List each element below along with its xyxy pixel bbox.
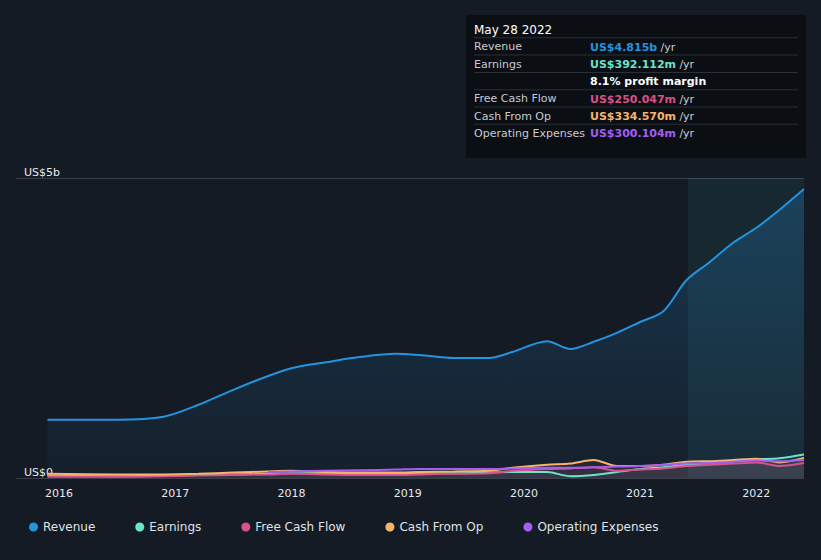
svg-text:2016: 2016 [45,487,73,500]
svg-text:2017: 2017 [161,487,189,500]
svg-text:2021: 2021 [626,487,654,500]
svg-text:US$4.815b: US$4.815b [590,41,657,54]
svg-text:US$250.047m: US$250.047m [590,93,676,106]
svg-text:Operating Expenses: Operating Expenses [474,127,585,140]
svg-text:Earnings: Earnings [474,58,522,71]
svg-text:/yr: /yr [679,127,694,140]
svg-text:US$0: US$0 [24,466,53,479]
svg-text:2018: 2018 [277,487,305,500]
svg-text:US$334.570m: US$334.570m [590,110,676,123]
svg-text:/yr: /yr [661,41,676,54]
svg-text:Operating Expenses: Operating Expenses [537,520,658,534]
svg-text:Free Cash Flow: Free Cash Flow [474,92,557,105]
svg-text:2019: 2019 [394,487,422,500]
svg-text:/yr: /yr [679,110,694,123]
svg-text:2020: 2020 [510,487,538,500]
svg-text:Cash From Op: Cash From Op [399,520,483,534]
svg-text:US$5b: US$5b [24,166,60,179]
svg-text:Free Cash Flow: Free Cash Flow [255,520,345,534]
svg-text:Revenue: Revenue [43,520,95,534]
svg-text:/yr: /yr [679,58,694,71]
svg-text:US$392.112m: US$392.112m [590,58,676,71]
svg-text:Cash From Op: Cash From Op [474,110,551,123]
svg-text:Revenue: Revenue [474,40,522,53]
svg-text:May 28 2022: May 28 2022 [474,23,552,37]
svg-text:2022: 2022 [742,487,770,500]
svg-text:8.1% profit margin: 8.1% profit margin [590,75,706,88]
svg-text:/yr: /yr [679,93,694,106]
svg-text:Earnings: Earnings [149,520,201,534]
svg-text:US$300.104m: US$300.104m [590,127,676,140]
